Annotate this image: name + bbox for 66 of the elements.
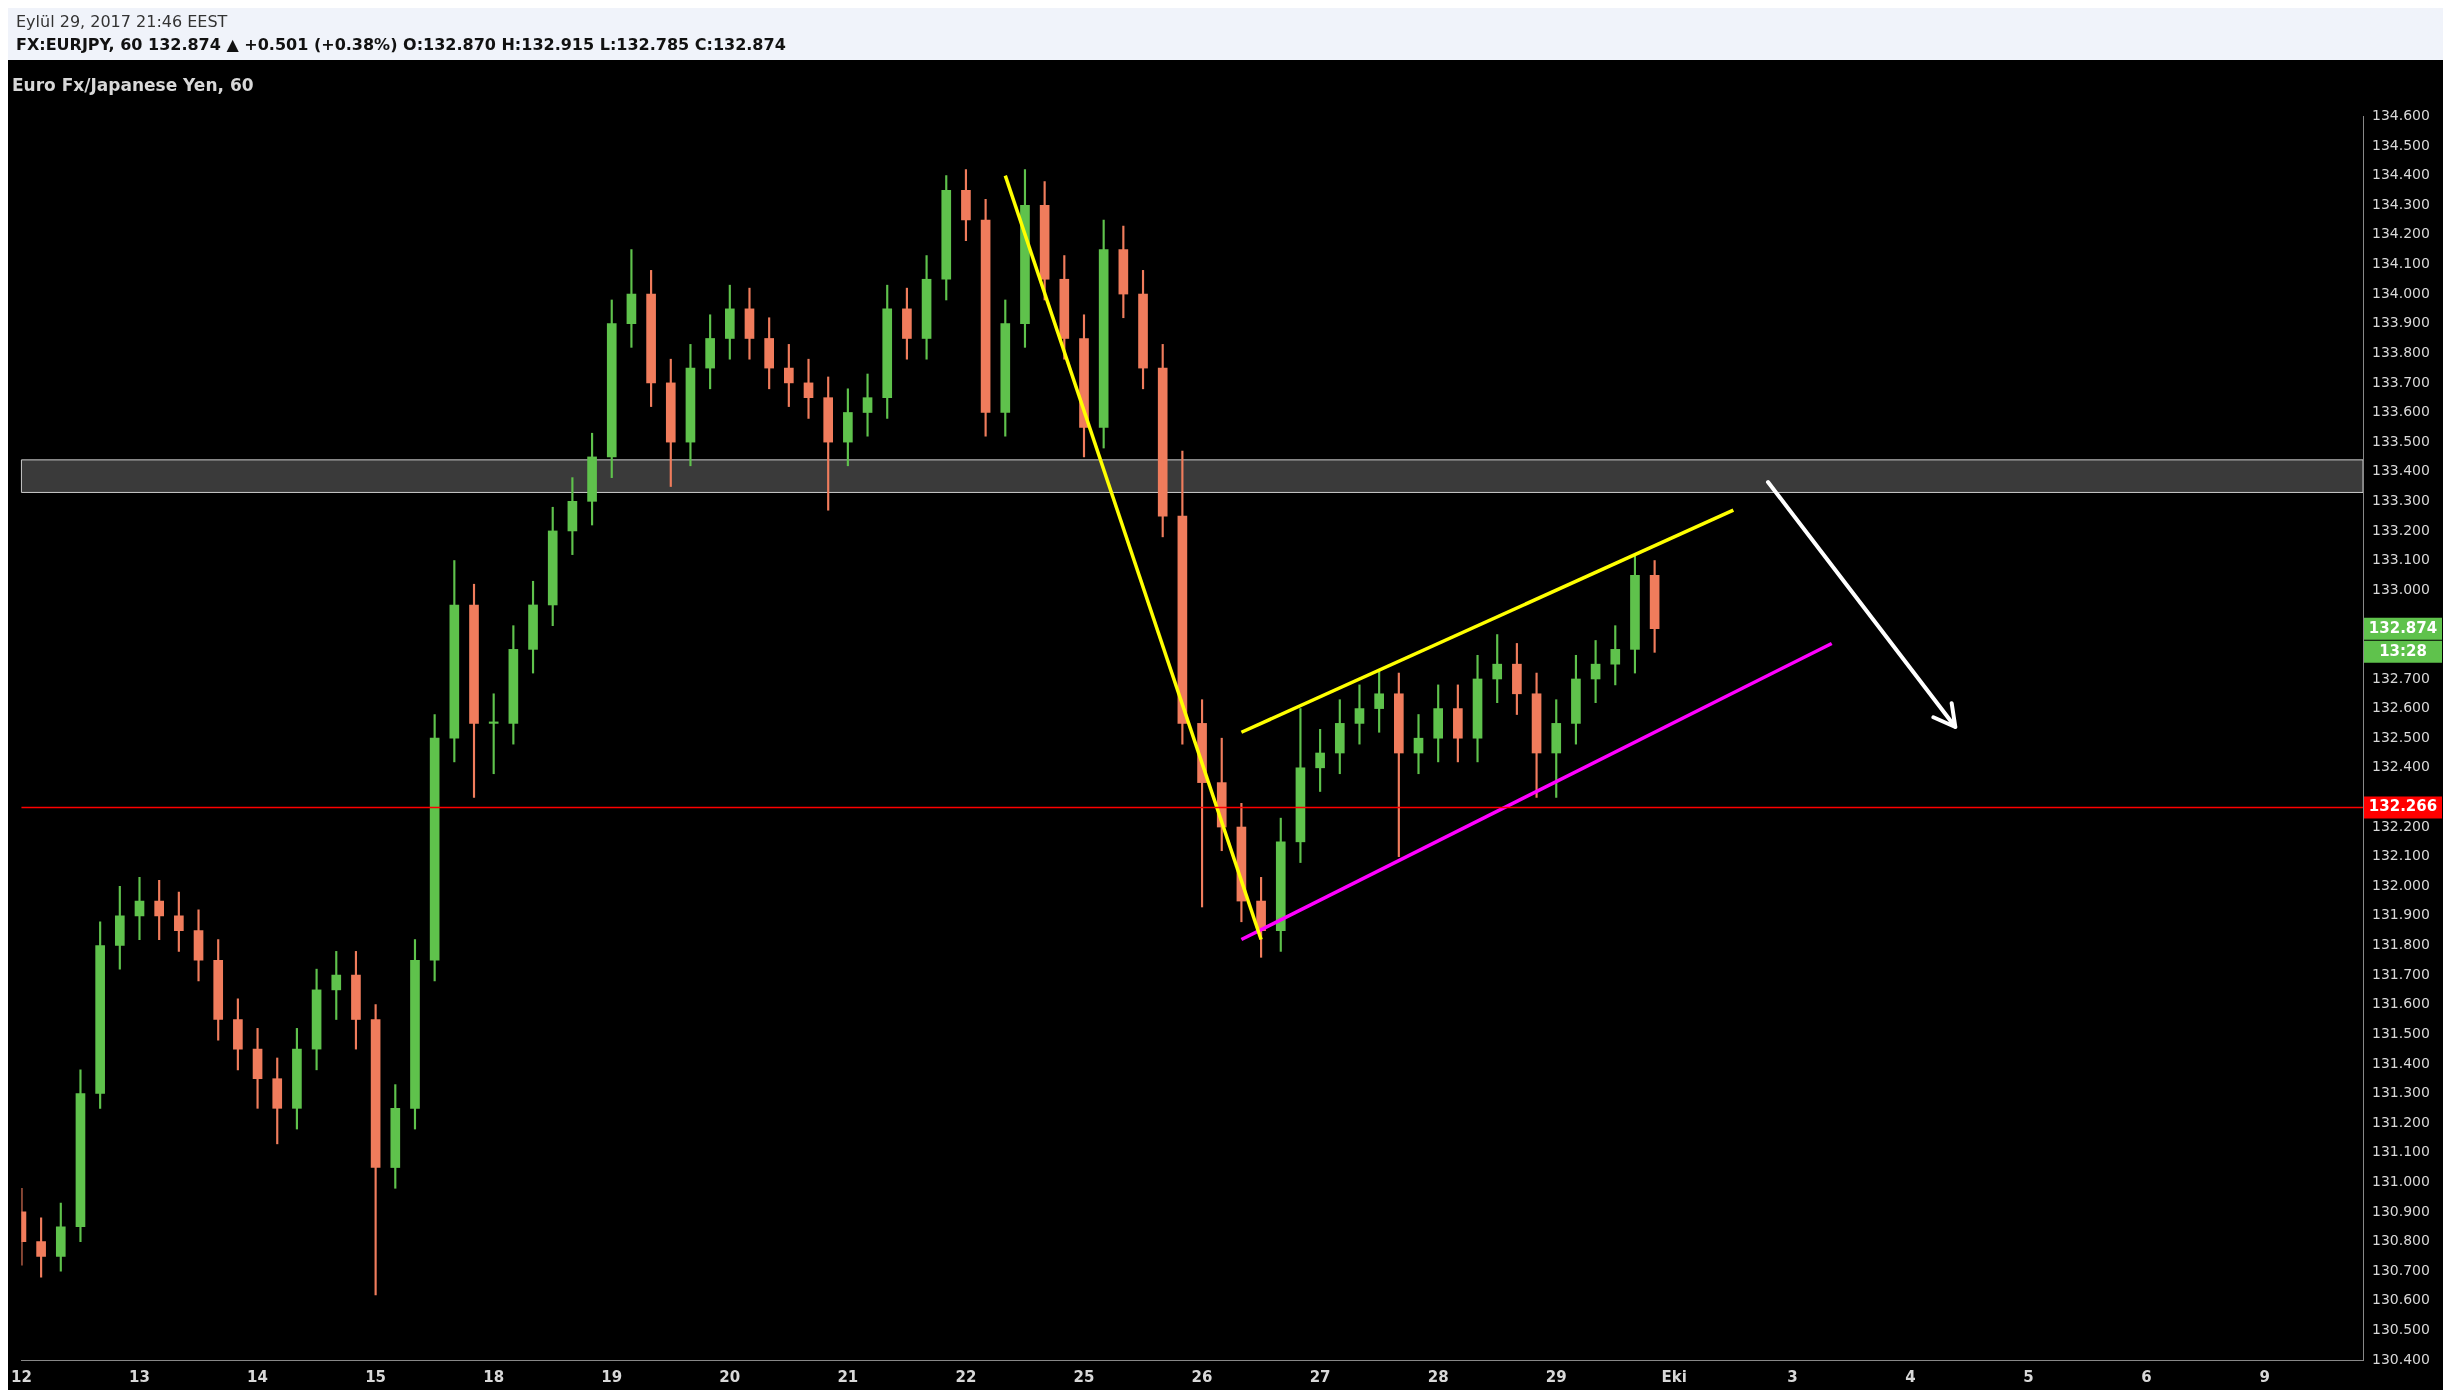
- y-tick-label: 131.400: [2372, 1054, 2430, 1071]
- y-tick-label: 131.800: [2372, 936, 2430, 953]
- y-tick-label: 133.900: [2372, 314, 2430, 331]
- y-tick-label: 131.700: [2372, 965, 2430, 982]
- y-tick-label: 133.300: [2372, 491, 2430, 508]
- x-tick-label: 6: [2141, 1367, 2152, 1386]
- y-tick-label: 134.100: [2372, 255, 2430, 272]
- chart-subtitle: FX:EURJPY, 60 132.874 ▲ +0.501 (+0.38%) O:132.870 H:132.915 L:132.785 C:132.874: [15, 35, 787, 56]
- y-tick-label: 134.000: [2372, 284, 2430, 301]
- text: Eylül 29, 2017 21:46 EEST: [15, 11, 229, 33]
- y-tick-label: 134.600: [2372, 107, 2430, 124]
- y-tick-label: 133.600: [2372, 403, 2430, 420]
- x-tick-label: 15: [365, 1367, 387, 1386]
- x-tick-label: Eki: [1661, 1367, 1687, 1386]
- y-tick-label: 130.600: [2372, 1291, 2430, 1308]
- x-tick-label: 12: [11, 1367, 32, 1386]
- chart-title: Euro Fx/Japanese Yen, 60: [12, 74, 254, 95]
- y-tick-label: 134.400: [2372, 166, 2430, 183]
- x-tick-label: 25: [1073, 1367, 1095, 1386]
- y-tick-label: 131.000: [2372, 1172, 2430, 1189]
- y-tick-label: 132.500: [2372, 728, 2430, 745]
- x-tick-label: 14: [247, 1367, 268, 1386]
- y-tick-label: 133.700: [2372, 373, 2430, 390]
- y-tick-label: 131.100: [2372, 1143, 2430, 1160]
- text: 132.874: [2368, 618, 2438, 637]
- x-tick-label: 5: [2023, 1367, 2034, 1386]
- y-tick-label: 133.500: [2372, 432, 2430, 449]
- x-tick-label: 13: [129, 1367, 150, 1386]
- y-tick-label: 132.700: [2372, 669, 2430, 686]
- x-tick-label: 9: [2259, 1367, 2270, 1386]
- y-tick-label: 130.500: [2372, 1321, 2430, 1338]
- y-tick-label: 134.300: [2372, 195, 2430, 212]
- text: 13:28: [2379, 641, 2427, 660]
- y-tick-label: 134.500: [2372, 136, 2430, 153]
- y-tick-label: 133.800: [2372, 343, 2430, 360]
- y-tick-label: 130.700: [2372, 1261, 2430, 1278]
- y-tick-label: 130.800: [2372, 1232, 2430, 1249]
- y-tick-label: 132.400: [2372, 758, 2430, 775]
- x-tick-label: 18: [483, 1367, 505, 1386]
- y-tick-label: 131.600: [2372, 995, 2430, 1012]
- y-tick-label: 131.900: [2372, 906, 2430, 923]
- y-tick-label: 132.200: [2372, 817, 2430, 834]
- y-tick-label: 130.900: [2372, 1202, 2430, 1219]
- x-tick-label: 3: [1787, 1367, 1798, 1386]
- y-tick-label: 133.200: [2372, 521, 2430, 538]
- x-tick-label: 29: [1545, 1367, 1567, 1386]
- x-tick-label: 21: [837, 1367, 859, 1386]
- y-tick-label: 130.400: [2372, 1350, 2430, 1367]
- y-tick-label: 131.300: [2372, 1084, 2430, 1101]
- x-tick-label: 28: [1427, 1367, 1449, 1386]
- y-tick-label: 131.200: [2372, 1113, 2430, 1130]
- x-tick-label: 27: [1309, 1367, 1331, 1386]
- x-tick-label: 26: [1191, 1367, 1213, 1386]
- x-tick-label: 20: [719, 1367, 741, 1386]
- y-tick-label: 133.000: [2372, 580, 2430, 597]
- y-tick-label: 132.100: [2372, 847, 2430, 864]
- y-tick-label: 133.100: [2372, 551, 2430, 568]
- y-tick-label: 132.000: [2372, 876, 2430, 893]
- y-tick-label: 134.200: [2372, 225, 2430, 242]
- y-tick-label: 133.400: [2372, 462, 2430, 479]
- y-tick-label: 132.600: [2372, 699, 2430, 716]
- x-tick-label: 22: [955, 1367, 977, 1386]
- y-tick-label: 131.500: [2372, 1024, 2430, 1041]
- ref-line-label: 132.266: [2368, 797, 2438, 816]
- x-tick-label: 19: [601, 1367, 623, 1386]
- x-tick-label: 4: [1905, 1367, 1916, 1386]
